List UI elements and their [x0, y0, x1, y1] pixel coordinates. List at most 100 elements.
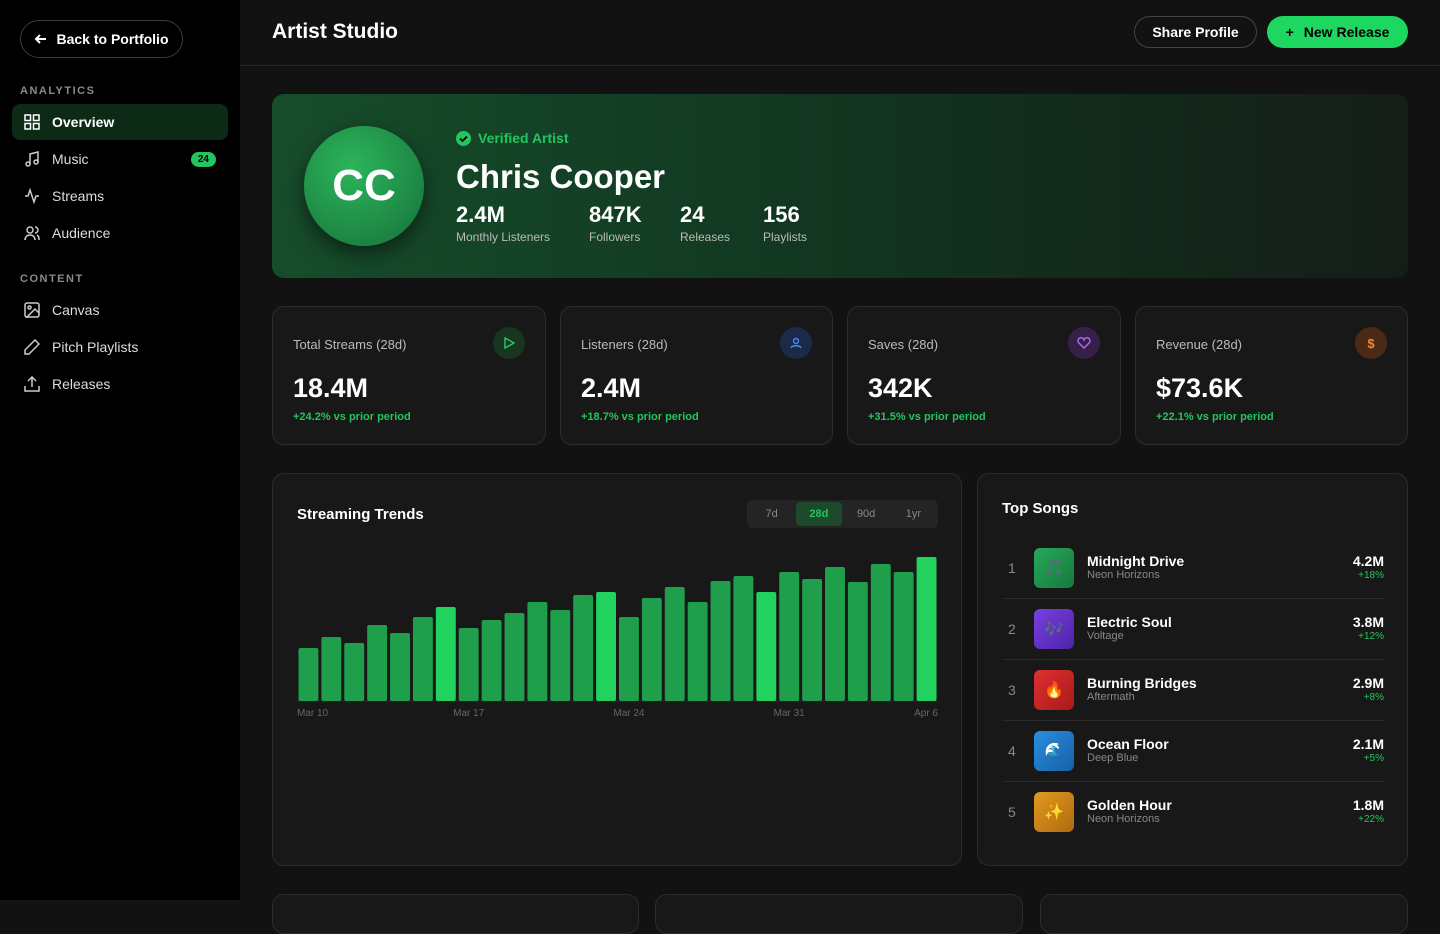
stat-icon: [780, 327, 812, 359]
bottom-card: [655, 894, 1023, 934]
bar: [847, 582, 868, 701]
stat-value: 847K: [589, 202, 642, 227]
song-streams: 2.9M: [1352, 675, 1384, 691]
bar: [916, 557, 937, 701]
song-icon: 🌊: [1034, 731, 1074, 771]
song-title: Golden Hour: [1087, 797, 1172, 813]
check-icon: [456, 130, 471, 146]
plus-icon: +: [1285, 24, 1294, 40]
stat-icon: [1068, 327, 1100, 359]
song-change: +5%: [1363, 753, 1384, 764]
song-row[interactable]: 2 🎶 Electric Soul Voltage 3.8M +12%: [1002, 599, 1384, 660]
chart-card: Streaming Trends 7d 28d 90d 1yr Mar 10 Ma…: [272, 473, 962, 866]
nav-item[interactable]: Overview: [12, 104, 228, 140]
profile-hero: CC Verified Artist Chris Cooper 2.4M Mont…: [272, 94, 1408, 278]
bar: [412, 617, 433, 701]
play-icon: [504, 337, 515, 349]
stat-value: 2.4M: [456, 202, 505, 227]
stat-value: 156: [763, 202, 800, 227]
section-title: ANALYTICS: [20, 85, 96, 97]
stat-change: +31.5% vs prior period: [868, 411, 986, 423]
bar: [687, 602, 708, 701]
nav-icon: [24, 114, 40, 130]
stat-card: Listeners (28d) 2.4M +18.7% vs prior perio…: [560, 306, 833, 445]
nav-item[interactable]: Pitch Playlists: [12, 329, 228, 365]
song-change: +18%: [1358, 570, 1384, 581]
top-songs-card: Top Songs 1 🎵 Midnight Drive Neon Horizons 4…: [977, 473, 1408, 866]
bar: [321, 637, 342, 701]
new-release-button[interactable]: + New Release: [1267, 16, 1408, 48]
range-button[interactable]: 28d: [796, 502, 842, 526]
bar: [870, 564, 891, 701]
bottom-card: [1040, 894, 1408, 934]
x-tick-label: Mar 24: [613, 708, 645, 719]
stat-change: +22.1% vs prior period: [1156, 411, 1274, 423]
avatar: CC: [304, 126, 424, 246]
heart-icon: [1077, 337, 1091, 349]
nav-label: Overview: [52, 114, 115, 130]
range-button[interactable]: 1yr: [905, 508, 922, 520]
song-icon: 🎶: [1034, 609, 1074, 649]
song-rank: 4: [1008, 743, 1016, 759]
bar: [779, 572, 800, 701]
section-title: CONTENT: [20, 273, 84, 285]
nav-icon: [25, 188, 39, 204]
song-icon: ✨: [1034, 792, 1074, 832]
header: Artist Studio Share Profile + New Release: [240, 0, 1440, 66]
stat-value: 18.4M: [293, 373, 369, 403]
bar: [893, 572, 914, 701]
back-button[interactable]: Back to Portfolio: [20, 20, 183, 58]
nav-icon: [24, 376, 40, 392]
nav-icon: [25, 151, 39, 167]
song-artist: Neon Horizons: [1087, 569, 1160, 581]
song-streams: 2.1M: [1352, 736, 1384, 752]
bar: [710, 581, 731, 701]
share-button[interactable]: Share Profile: [1134, 16, 1257, 48]
song-row[interactable]: 3 🔥 Burning Bridges Aftermath 2.9M +8%: [1002, 660, 1384, 721]
bottom-card: [272, 894, 639, 934]
bar: [573, 595, 594, 701]
song-rank: 2: [1008, 621, 1016, 637]
x-tick-label: Apr 6: [914, 708, 938, 719]
nav-label: Audience: [52, 225, 111, 241]
song-artist: Aftermath: [1087, 691, 1135, 703]
stat-label: Monthly Listeners: [456, 230, 551, 244]
profile-stat: 847K Followers: [589, 202, 642, 244]
range-button[interactable]: 7d: [765, 508, 778, 520]
nav-item[interactable]: Releases: [12, 366, 228, 402]
song-streams: 3.8M: [1352, 614, 1384, 630]
nav-icon: [24, 339, 40, 355]
bar: [435, 607, 456, 701]
song-streams: 1.8M: [1352, 797, 1384, 813]
bar: [390, 633, 410, 701]
song-rank: 5: [1008, 804, 1016, 820]
song-row[interactable]: 5 ✨ Golden Hour Neon Horizons 1.8M +22%: [1002, 782, 1384, 843]
bar: [802, 579, 823, 701]
nav-icon: [24, 302, 40, 318]
nav-item[interactable]: Streams: [12, 178, 228, 214]
nav-item[interactable]: Audience: [12, 215, 228, 251]
back-label: Back to Portfolio: [56, 31, 169, 47]
range-button[interactable]: 90d: [856, 508, 876, 520]
nav-item[interactable]: Canvas: [12, 292, 228, 328]
range-selector: 7d 28d 90d 1yr: [747, 500, 938, 528]
song-icon: 🔥: [1034, 670, 1074, 710]
bar: [733, 576, 754, 701]
stat-label: Revenue (28d): [1156, 337, 1242, 352]
bar: [619, 617, 639, 701]
song-change: +22%: [1358, 814, 1384, 825]
nav-label: Music: [52, 151, 89, 167]
nav-label: Pitch Playlists: [52, 339, 139, 355]
song-change: +12%: [1358, 631, 1384, 642]
song-row[interactable]: 1 🎵 Midnight Drive Neon Horizons 4.2M +18%: [1002, 538, 1384, 599]
stat-label: Saves (28d): [868, 337, 939, 352]
artist-name: Chris Cooper: [456, 158, 666, 195]
bar: [596, 592, 616, 701]
song-row[interactable]: 4 🌊 Ocean Floor Deep Blue 2.1M +5%: [1002, 721, 1384, 782]
nav-item[interactable]: Music 24: [12, 141, 228, 177]
song-artist: Voltage: [1087, 630, 1124, 642]
verified-badge: Verified Artist: [456, 130, 569, 146]
song-title: Electric Soul: [1087, 614, 1172, 630]
